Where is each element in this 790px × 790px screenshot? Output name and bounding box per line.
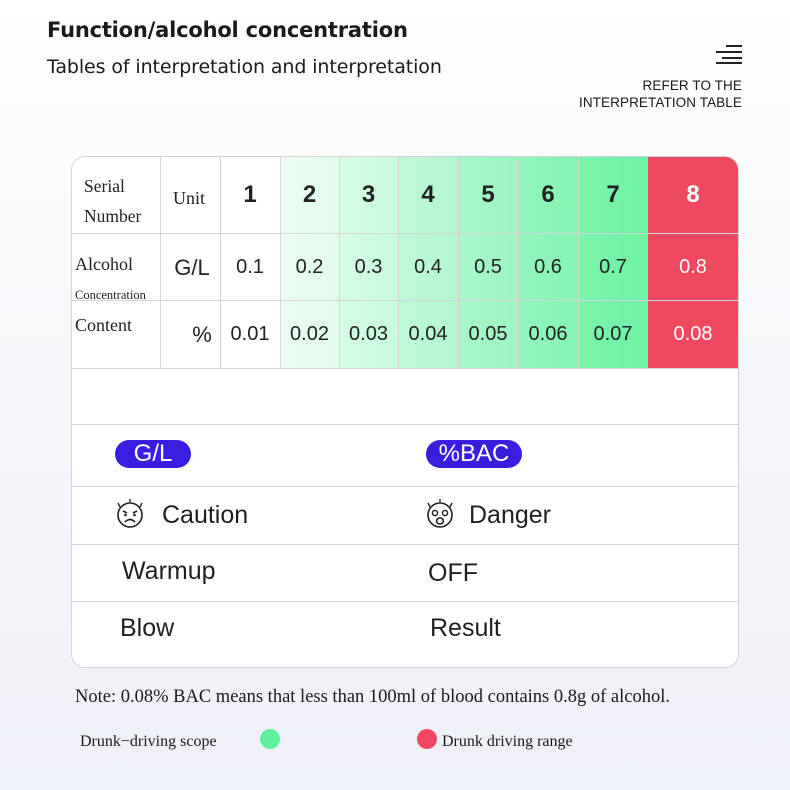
serial-5: 5: [481, 181, 495, 208]
bac-note: Note: 0.08% BAC means that less than 100…: [75, 687, 670, 707]
column-bg-2: [280, 157, 339, 368]
column-bg-6: [518, 157, 578, 368]
percent-value-3: 0.03: [349, 323, 388, 345]
percent-value-5: 0.05: [468, 323, 508, 345]
refer-note: REFER TO THE INTERPRETATION TABLE: [579, 77, 742, 111]
percent-value-4: 0.04: [408, 323, 448, 345]
percent-value-8: 0.08: [673, 323, 713, 345]
refer-line-2: INTERPRETATION TABLE: [578, 95, 742, 110]
green-dot-icon: [260, 729, 280, 749]
percent-unit: %: [192, 321, 212, 347]
gl-value-2: 0.2: [295, 255, 324, 278]
serial-1: 1: [243, 181, 257, 208]
refer-line-1: REFER TO THE: [642, 78, 742, 93]
serial-label-line2: Number: [84, 206, 142, 226]
gl-value-5: 0.5: [474, 255, 502, 278]
serial-3: 3: [361, 181, 376, 208]
interpretation-card: Serial Number Unit Alcohol Concentration…: [71, 156, 739, 668]
red-dot-icon: [417, 729, 437, 749]
worried-face-icon: [117, 499, 143, 528]
serial-2: 2: [302, 181, 317, 208]
serial-number-label: Serial Number: [84, 171, 141, 231]
gl-pill: G/L: [115, 440, 191, 468]
bac-pill: %BAC: [426, 440, 522, 468]
serial-7: 7: [606, 181, 620, 208]
gl-value-4: 0.4: [414, 255, 442, 278]
percent-value-6: 0.06: [528, 323, 568, 345]
page-title: Function/alcohol concentration: [47, 18, 408, 42]
column-bg-7: [578, 157, 648, 368]
unit-label: Unit: [173, 188, 206, 208]
concentration-label: Concentration: [75, 288, 146, 302]
result-label: Result: [430, 614, 501, 642]
column-bg-4: [398, 157, 458, 368]
page-subtitle: Tables of interpretation and interpretat…: [47, 56, 442, 78]
gl-value-7: 0.7: [599, 255, 627, 278]
serial-8: 8: [686, 181, 700, 208]
shocked-face-icon: [427, 499, 453, 528]
column-bg-3: [339, 157, 398, 368]
gl-unit: G/L: [174, 254, 210, 280]
menu-lines-icon[interactable]: [716, 45, 742, 64]
legend-drunk-driving-range: Drunk driving range: [442, 733, 573, 750]
column-bg-8: [648, 157, 738, 368]
gl-value-6: 0.6: [534, 255, 562, 278]
gl-value-3: 0.3: [354, 255, 383, 278]
alcohol-label: Alcohol: [75, 254, 133, 274]
blow-label: Blow: [120, 614, 175, 642]
column-bg-5: [458, 157, 518, 368]
percent-value-1: 0.01: [230, 323, 270, 345]
serial-6: 6: [541, 181, 555, 208]
serial-4: 4: [421, 181, 435, 208]
off-label: OFF: [428, 559, 478, 587]
gl-value-1: 0.1: [236, 255, 264, 278]
danger-label: Danger: [469, 501, 551, 529]
content-label: Content: [75, 315, 132, 335]
concentration-table: Serial Number Unit Alcohol Concentration…: [72, 157, 738, 368]
warmup-label: Warmup: [122, 557, 216, 585]
serial-label-line1: Serial: [84, 176, 125, 196]
percent-value-7: 0.07: [593, 323, 633, 345]
caution-label: Caution: [162, 501, 249, 529]
gl-value-8: 0.8: [679, 255, 707, 278]
percent-value-2: 0.02: [290, 323, 329, 345]
legend-drunk-driving-scope: Drunk−driving scope: [80, 733, 217, 750]
